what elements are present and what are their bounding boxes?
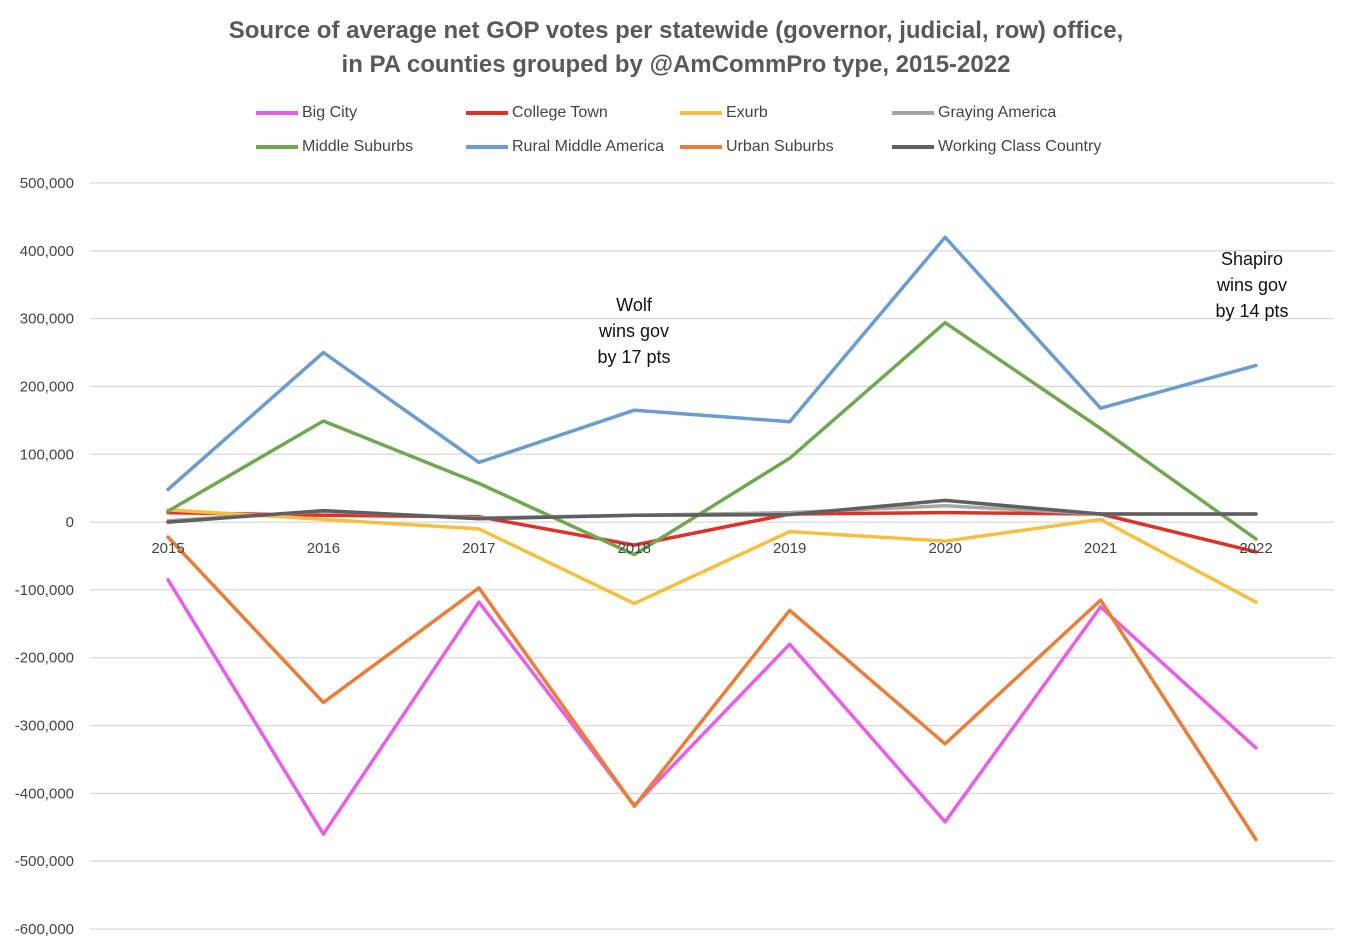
legend-label-college-town: College Town <box>512 104 608 121</box>
legend-item-big-city: Big City <box>256 104 357 122</box>
annotation-wolf-line-1: Wolf <box>616 295 652 315</box>
series-line-urban-suburbs <box>166 535 1258 842</box>
y-tick-label: 300,000 <box>20 311 74 328</box>
y-tick-label: 500,000 <box>20 175 74 192</box>
legend-item-middle-suburbs: Middle Suburbs <box>256 138 413 156</box>
y-tick-label: 400,000 <box>20 243 74 260</box>
chart-title: Source of average net GOP votes per stat… <box>0 14 1352 82</box>
legend-item-exurb: Exurb <box>680 104 768 122</box>
annotation-shapiro-line-1: Shapiro <box>1220 249 1284 269</box>
legend-swatch-middle-suburbs <box>256 145 298 149</box>
legend-swatch-college-town <box>466 111 508 115</box>
legend-swatch-exurb <box>680 111 722 115</box>
series-line-big-city <box>166 577 1258 836</box>
x-tick-label: 2022 <box>1239 540 1272 557</box>
legend-item-working-class-country: Working Class Country <box>892 138 1101 156</box>
legend-swatch-working-class-country <box>892 145 934 149</box>
legend-label-working-class-country: Working Class Country <box>938 138 1102 155</box>
legend-item-urban-suburbs: Urban Suburbs <box>680 138 834 156</box>
annotation-shapiro: Shapiro wins gov by 14 pts <box>1192 246 1312 324</box>
chart-title-line-2: in PA counties grouped by @AmCommPro typ… <box>341 51 1011 78</box>
y-tick-label: 0 <box>66 514 74 531</box>
annotation-shapiro-line-2: wins gov <box>1216 275 1288 295</box>
series-line-exurb <box>166 508 1258 606</box>
x-tick-label: 2015 <box>151 540 184 557</box>
y-tick-label: -500,000 <box>15 853 74 870</box>
chart-title-line-1: Source of average net GOP votes per stat… <box>228 17 1124 44</box>
legend-swatch-big-city <box>256 111 298 115</box>
x-tick-label: 2020 <box>928 540 961 557</box>
series-line-middle-suburbs <box>166 320 1258 557</box>
x-tick-label: 2017 <box>462 540 495 557</box>
annotation-wolf-line-3: by 17 pts <box>597 347 671 367</box>
legend-item-college-town: College Town <box>466 104 608 122</box>
series-line-working-class-country <box>166 498 1258 524</box>
legend-swatch-urban-suburbs <box>680 145 722 149</box>
x-tick-label: 2019 <box>773 540 806 557</box>
y-tick-label: 200,000 <box>20 378 74 395</box>
y-tick-label: 100,000 <box>20 446 74 463</box>
legend-item-graying-america: Graying America <box>892 104 1056 122</box>
legend-label-graying-america: Graying America <box>938 104 1057 121</box>
x-tick-label: 2021 <box>1084 540 1117 557</box>
y-tick-label: -400,000 <box>15 785 74 802</box>
annotation-wolf-line-2: wins gov <box>598 321 670 341</box>
legend-label-exurb: Exurb <box>726 104 768 121</box>
legend-label-middle-suburbs: Middle Suburbs <box>302 138 414 155</box>
legend-swatch-rural-middle-america <box>466 145 508 149</box>
annotation-shapiro-line-3: by 14 pts <box>1215 301 1289 321</box>
y-tick-label: -300,000 <box>15 718 74 735</box>
y-tick-label: -200,000 <box>15 650 74 667</box>
annotation-wolf: Wolf wins gov by 17 pts <box>574 292 694 370</box>
series-line-rural-middle-america <box>166 235 1258 492</box>
x-tick-label: 2018 <box>618 540 651 557</box>
legend-item-rural-middle-america: Rural Middle America <box>466 138 664 156</box>
y-tick-label: -600,000 <box>15 921 74 938</box>
legend-label-rural-middle-america: Rural Middle America <box>512 138 665 155</box>
y-tick-label: -100,000 <box>15 582 74 599</box>
legend-label-urban-suburbs: Urban Suburbs <box>726 138 834 155</box>
legend-swatch-graying-america <box>892 111 934 115</box>
x-tick-label: 2016 <box>307 540 340 557</box>
legend-label-big-city: Big City <box>302 104 358 121</box>
